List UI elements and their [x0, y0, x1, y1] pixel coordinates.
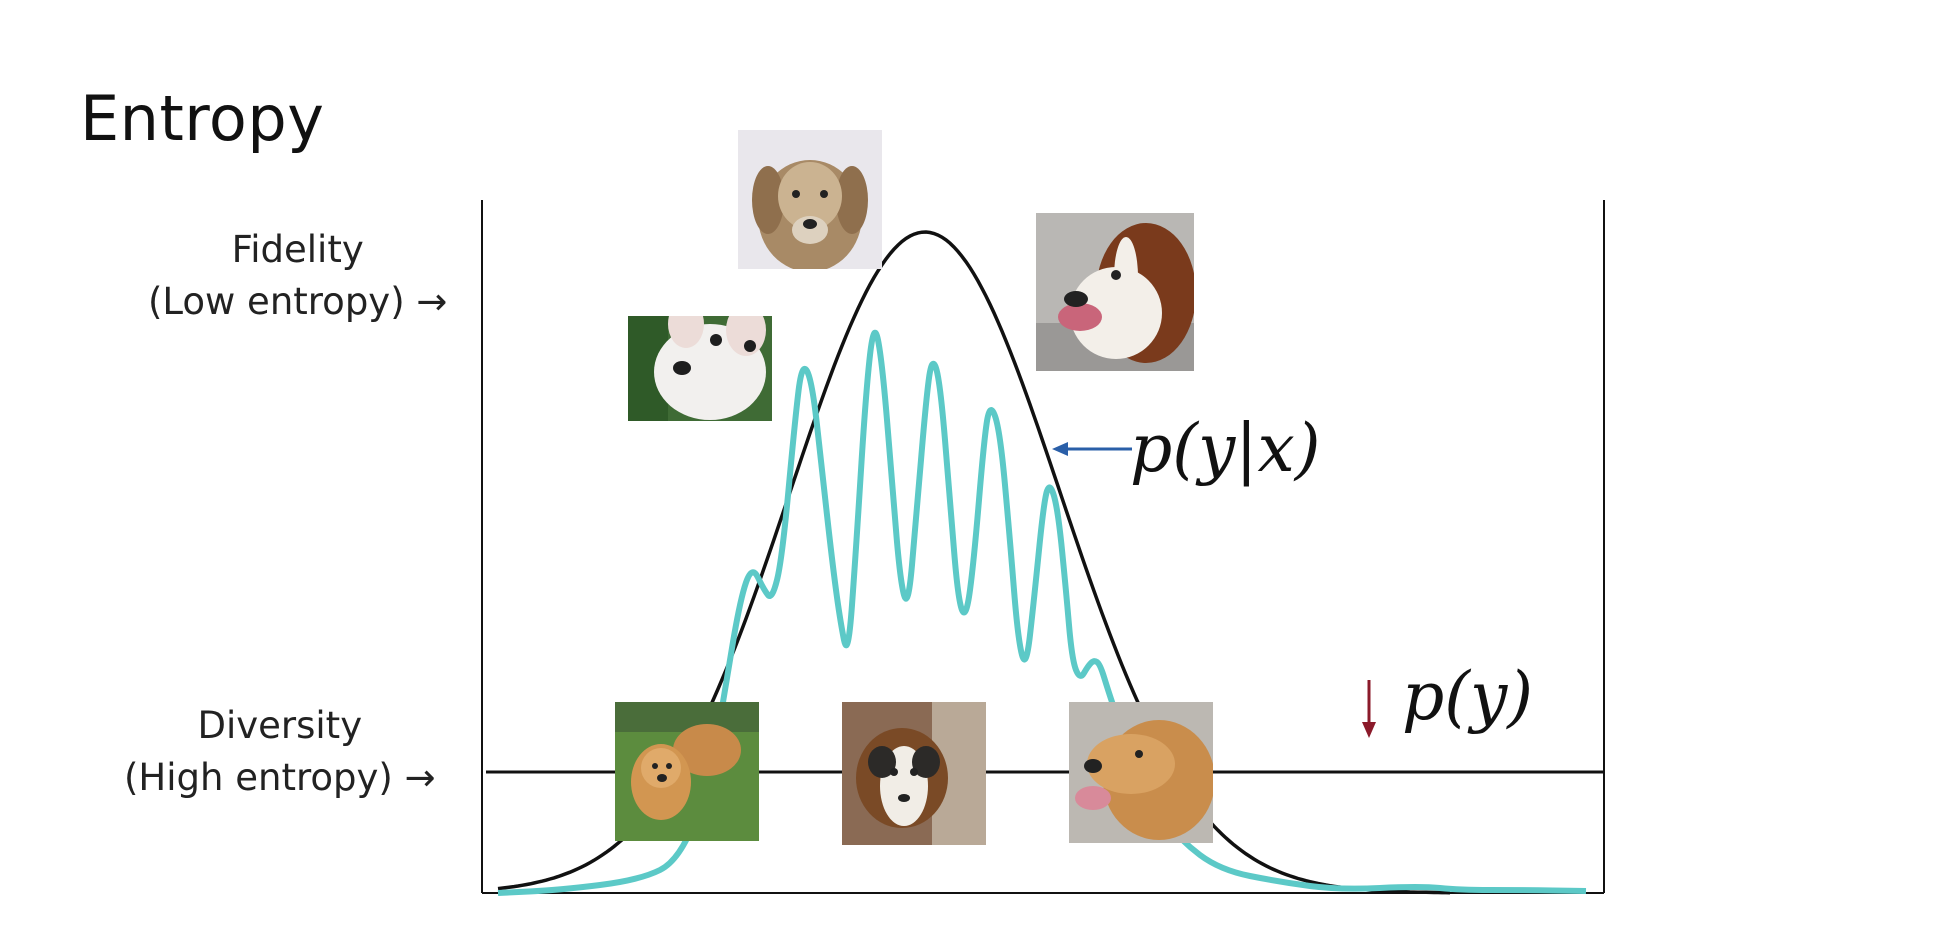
red-down-arrow-icon: [1362, 680, 1376, 738]
dog-golden-pair-grass-photo: [615, 702, 759, 841]
dog-golden-retriever-photo: [1069, 702, 1213, 843]
slide-title: Entropy: [80, 82, 325, 155]
conditional-distribution-curve: [497, 329, 1587, 896]
fidelity-label-subtitle: (Low entropy) →: [148, 279, 448, 323]
dog-golden-old-photo: [738, 130, 882, 269]
dog-sheltie-photo: [842, 702, 986, 845]
p-y-given-x-label: p(y|x): [1130, 410, 1321, 487]
diversity-label-title: Diversity: [197, 704, 363, 747]
diversity-label: Diversity (High entropy) →: [124, 700, 436, 804]
fidelity-label: Fidelity (Low entropy) →: [148, 224, 447, 328]
blue-arrow-icon: [1052, 442, 1132, 456]
fidelity-label-title: Fidelity: [231, 228, 364, 271]
dog-saint-bernard-photo: [1036, 213, 1194, 371]
p-y-label: p(y): [1402, 658, 1534, 735]
diversity-label-subtitle: (High entropy) →: [124, 755, 436, 799]
dog-white-chihuahua-photo: [628, 316, 772, 421]
